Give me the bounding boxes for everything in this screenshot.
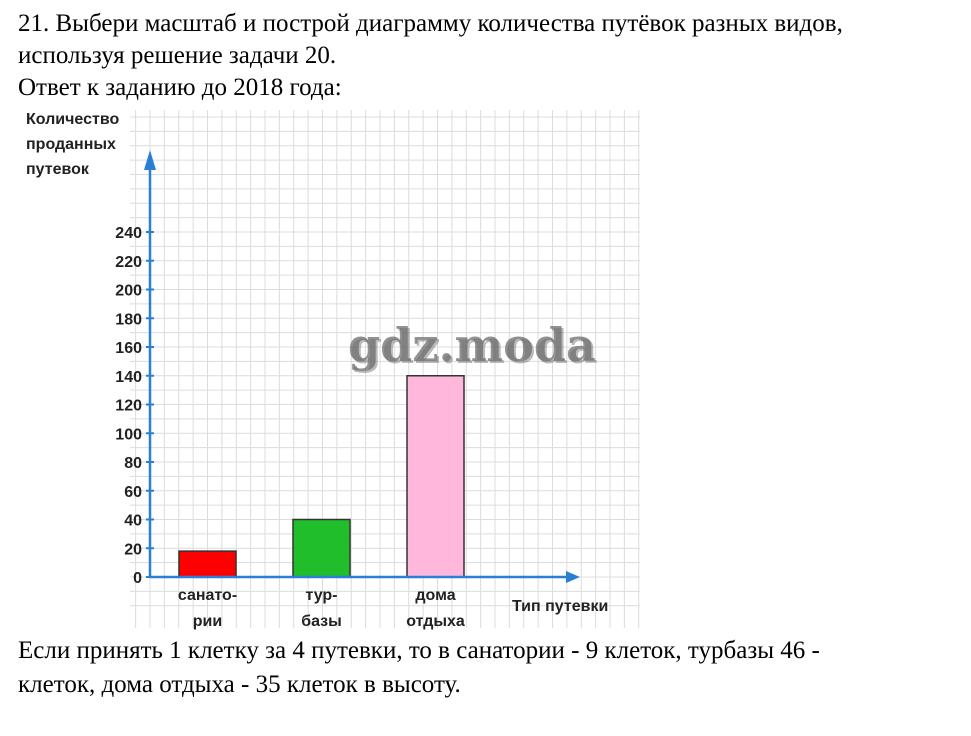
bar <box>406 375 465 578</box>
y-tick-label: 220 <box>115 254 142 271</box>
category-label: дома <box>415 587 455 604</box>
chart-bars <box>178 375 465 578</box>
y-axis-arrow <box>144 150 156 170</box>
y-axis-title: путевок <box>26 161 90 178</box>
task-statement: 21. Выбери масштаб и построй диаграмму к… <box>18 8 963 104</box>
y-tick-label: 160 <box>115 340 142 357</box>
y-tick-label: 180 <box>115 311 142 328</box>
task-line-2: используя решение задачи 20. <box>18 42 337 69</box>
x-axis-title: Тип путевки <box>512 598 608 615</box>
y-tick-label: 240 <box>115 225 142 242</box>
x-axis-arrow <box>566 571 580 583</box>
y-tick-label: 200 <box>115 283 142 300</box>
y-axis-title: Количество <box>26 111 119 128</box>
y-tick-label: 60 <box>124 484 142 501</box>
category-label: рии <box>193 613 222 630</box>
category-label: санато- <box>178 587 237 604</box>
y-tick-label: 40 <box>124 513 142 530</box>
bar <box>292 518 351 578</box>
y-tick-label: 140 <box>115 369 142 386</box>
category-label: тур- <box>305 587 337 604</box>
y-tick-label: 20 <box>124 541 142 558</box>
chart-labels: 0 20 40 60 80 100 120 140 160 180 200 220 240 Количес… <box>26 111 608 630</box>
answer-text: Если принять 1 клетку за 4 путевки, то в… <box>18 634 963 702</box>
watermark: gdz.moda <box>348 318 596 372</box>
category-label: отдыха <box>406 613 465 630</box>
bar <box>178 550 237 578</box>
y-tick-label: 0 <box>133 570 142 587</box>
task-line-3: Ответ к заданию до 2018 года: <box>18 74 342 101</box>
answer-line-1: Если принять 1 клетку за 4 путевки, то в… <box>18 637 820 664</box>
y-axis-title: проданных <box>26 136 116 153</box>
chart-axes <box>144 150 580 583</box>
answer-line-2: клеток, дома отдыха - 35 клеток в высоту… <box>18 671 461 698</box>
y-tick-label: 100 <box>115 426 142 443</box>
y-tick-label: 120 <box>115 398 142 415</box>
task-line-1: 21. Выбери масштаб и построй диаграмму к… <box>18 10 843 37</box>
category-label: базы <box>301 613 342 630</box>
y-tick-label: 80 <box>124 455 142 472</box>
